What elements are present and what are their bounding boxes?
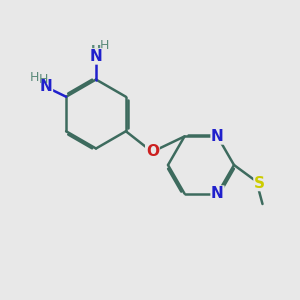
Text: O: O [146, 144, 159, 159]
Text: N: N [211, 186, 224, 201]
Text: O: O [146, 144, 159, 159]
Text: H: H [30, 71, 40, 84]
Text: N: N [90, 49, 102, 64]
Text: H: H [38, 73, 48, 86]
Text: N: N [211, 129, 224, 144]
Text: S: S [254, 176, 265, 190]
Text: N: N [40, 79, 52, 94]
Text: H: H [100, 39, 109, 52]
Text: H: H [91, 44, 101, 57]
